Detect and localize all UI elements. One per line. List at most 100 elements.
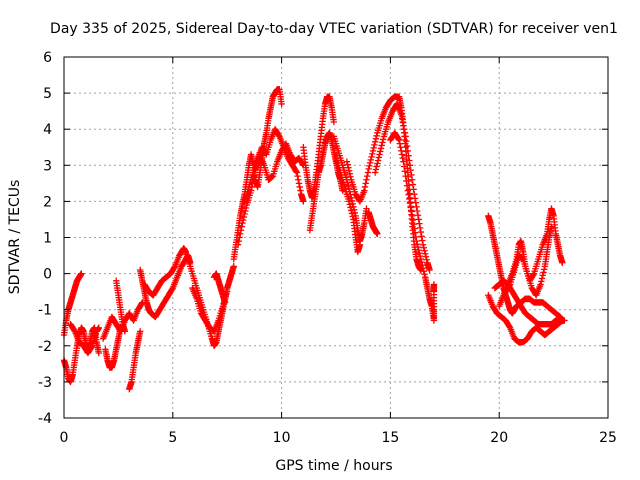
- data-point-marker: [408, 171, 415, 179]
- data-point-marker: [70, 326, 78, 334]
- data-point-marker: [416, 252, 424, 260]
- data-point-marker: [540, 269, 547, 276]
- series-track-t: [365, 209, 381, 238]
- data-point-marker: [397, 144, 404, 151]
- data-point-marker: [292, 168, 300, 175]
- series-track-c: [67, 320, 103, 357]
- data-point-marker: [410, 186, 417, 193]
- series-track-x: [485, 292, 566, 346]
- data-point-marker: [366, 159, 374, 167]
- data-point-marker: [405, 191, 412, 198]
- data-point-marker: [412, 199, 419, 206]
- data-point-marker: [415, 246, 422, 254]
- data-point-marker: [339, 187, 346, 194]
- data-point-marker: [537, 281, 544, 288]
- data-point-marker: [361, 183, 369, 191]
- data-point-marker: [418, 258, 425, 266]
- data-point-marker: [400, 126, 408, 133]
- series-track-z: [496, 205, 566, 310]
- data-point-marker: [409, 181, 417, 188]
- series-track-j: [189, 284, 231, 335]
- data-point-marker: [121, 328, 129, 335]
- data-point-marker: [410, 221, 417, 228]
- data-point-marker: [398, 151, 406, 158]
- data-point-marker: [372, 135, 380, 143]
- data-point-marker: [365, 165, 372, 173]
- data-point-marker: [413, 203, 420, 211]
- data-point-marker: [373, 132, 380, 140]
- data-point-marker: [404, 147, 412, 155]
- series-track-y: [491, 277, 568, 328]
- data-point-marker: [401, 168, 409, 175]
- series-track-f: [113, 277, 129, 335]
- data-point-marker: [363, 172, 371, 180]
- data-point-marker: [344, 161, 351, 168]
- data-point-marker: [398, 111, 405, 118]
- data-point-marker: [371, 141, 378, 149]
- data-markers: [60, 86, 568, 393]
- data-point-marker: [241, 210, 248, 218]
- data-point-marker: [347, 173, 354, 180]
- data-point-marker: [411, 229, 419, 236]
- data-point-marker: [379, 139, 386, 146]
- data-point-marker: [559, 259, 566, 266]
- data-point-marker: [403, 138, 410, 145]
- x-tick-label: 5: [168, 430, 177, 446]
- data-point-marker: [538, 278, 545, 285]
- data-point-marker: [420, 267, 427, 275]
- data-point-marker: [561, 317, 568, 324]
- data-point-marker: [374, 157, 382, 164]
- data-point-marker: [413, 237, 420, 245]
- data-point-marker: [379, 136, 387, 143]
- data-point-marker: [275, 132, 282, 139]
- data-point-marker: [420, 244, 427, 251]
- y-tick-label: -1: [38, 303, 52, 319]
- data-point-marker: [538, 275, 546, 282]
- data-point-marker: [368, 153, 375, 161]
- data-point-marker: [349, 213, 356, 220]
- data-point-marker: [398, 115, 406, 122]
- data-point-marker: [416, 220, 423, 227]
- data-point-marker: [369, 147, 377, 155]
- data-point-marker: [419, 237, 426, 244]
- data-point-marker: [345, 164, 352, 171]
- series-track-aa: [502, 223, 555, 299]
- data-point-marker: [361, 187, 368, 194]
- x-tick-label: 0: [60, 430, 69, 446]
- data-point-marker: [371, 138, 379, 146]
- chart-title: Day 335 of 2025, Sidereal Day-to-day VTE…: [50, 21, 618, 37]
- data-point-marker: [370, 144, 377, 152]
- data-point-marker: [235, 237, 243, 245]
- data-point-marker: [247, 187, 255, 194]
- data-point-marker: [407, 204, 414, 211]
- series-track-v: [387, 129, 438, 324]
- data-point-marker: [377, 148, 384, 155]
- data-point-marker: [401, 129, 409, 137]
- series-track-e: [102, 324, 124, 371]
- data-point-marker: [300, 198, 307, 205]
- data-point-marker: [377, 145, 385, 152]
- data-point-marker: [372, 166, 380, 173]
- data-point-marker: [237, 230, 244, 238]
- x-tick-label: 25: [599, 430, 617, 446]
- x-tick-label: 10: [273, 430, 291, 446]
- data-point-marker: [348, 194, 355, 201]
- data-point-marker: [78, 270, 85, 277]
- data-point-marker: [95, 324, 103, 331]
- data-point-marker: [376, 151, 383, 158]
- data-point-marker: [416, 249, 423, 257]
- data-point-marker: [403, 182, 411, 189]
- data-point-marker: [395, 135, 402, 143]
- data-point-marker: [405, 152, 412, 159]
- data-point-marker: [356, 241, 364, 248]
- data-point-marker: [426, 266, 433, 274]
- data-point-marker: [375, 154, 382, 161]
- data-point-marker: [345, 167, 353, 174]
- data-point-marker: [396, 140, 404, 147]
- data-point-marker: [363, 205, 370, 212]
- data-point-marker: [399, 154, 406, 162]
- data-point-marker: [345, 198, 353, 205]
- data-point-marker: [408, 176, 416, 183]
- y-tick-label: -2: [38, 339, 52, 355]
- data-point-marker: [414, 243, 422, 251]
